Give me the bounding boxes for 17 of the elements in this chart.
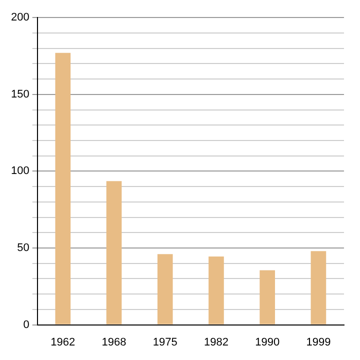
bar	[260, 270, 276, 324]
x-tick-label: 1999	[306, 336, 331, 348]
x-tick-label: 1962	[50, 336, 76, 348]
y-tick-label: 50	[17, 242, 30, 254]
bar	[157, 254, 173, 324]
y-tick-label: 0	[23, 318, 30, 331]
x-tick-label: 1982	[204, 336, 228, 348]
y-tick-label: 150	[10, 88, 30, 100]
bar	[310, 251, 326, 324]
y-tick-label: 100	[10, 165, 30, 178]
y-tick-label: 200	[10, 12, 30, 24]
bar	[208, 256, 224, 324]
bar	[55, 52, 71, 324]
bar	[106, 181, 122, 324]
x-tick-label: 1968	[102, 336, 126, 348]
x-tick-label: 1975	[152, 336, 178, 348]
x-tick-label: 1990	[255, 336, 280, 348]
